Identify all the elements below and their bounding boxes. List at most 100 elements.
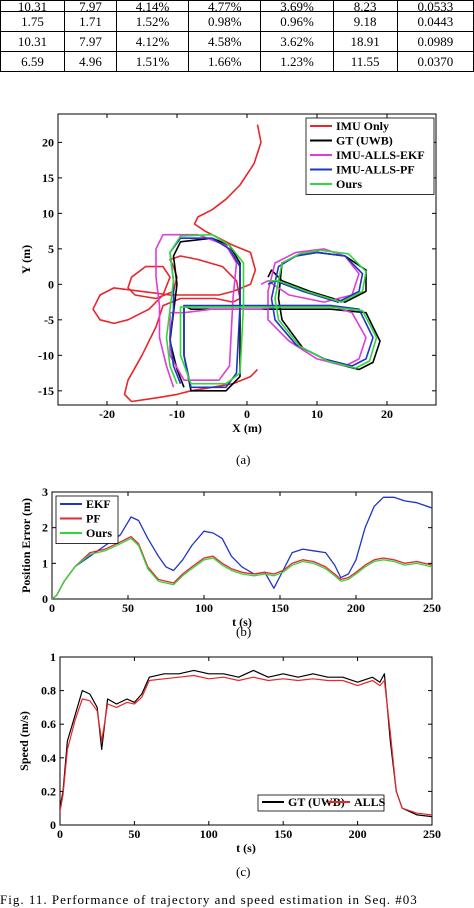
table-cell: 0.0989 <box>396 31 474 52</box>
x-tick-label: 100 <box>195 601 213 615</box>
trajectory-chart: -20 -10 0 10 20 -15 -10 -5 0 5 10 15 20 X (m) Y (m) IMU… <box>19 113 437 435</box>
x-tick-label: 50 <box>128 827 140 841</box>
table-cell: 0.98% <box>188 11 262 32</box>
x-tick-label: 150 <box>274 827 292 841</box>
y-tick-label: 1 <box>42 556 48 570</box>
x-tick-label: 150 <box>271 601 289 615</box>
table-cell: 4.58% <box>188 31 262 52</box>
x-tick-label: 20 <box>381 407 393 421</box>
table-cell: 1.23% <box>260 51 334 72</box>
panel-label-a: (a) <box>236 452 251 467</box>
table-cell: 7.97 <box>64 0 117 12</box>
x-tick-label: 100 <box>200 827 218 841</box>
panel-label-c: (c) <box>236 864 251 879</box>
series-line-ours <box>165 233 378 385</box>
table-cell: 11.55 <box>332 51 398 72</box>
legend-box <box>257 794 385 812</box>
table-row: 1.75 1.71 1.52% 0.98% 0.96% 9.18 0.0443 <box>0 11 474 32</box>
table-cell: 4.77% <box>188 0 262 12</box>
y-tick-label: 20 <box>42 135 54 149</box>
table-cell: 8.23 <box>332 0 398 12</box>
table-cell: 1.71 <box>64 11 117 32</box>
series-line-gt-uwb- <box>60 669 432 818</box>
x-tick-label: 200 <box>347 601 365 615</box>
y-axis-label: Speed (m/s) <box>17 711 31 771</box>
table-cell: 4.96 <box>64 51 117 72</box>
legend-label: GT (UWB) <box>336 134 393 148</box>
x-tick-label: 10 <box>311 407 323 421</box>
y-tick-label: 1 <box>50 650 56 664</box>
y-tick-label: 3 <box>42 485 48 499</box>
series-line-ours <box>52 537 432 599</box>
speed-chart: 0 50 100 150 200 250 0 0.2 0.4 0.6 0.8 1 t (s) Speed … <box>17 650 441 855</box>
y-tick-label: 0.8 <box>41 684 56 698</box>
x-tick-label: 200 <box>349 827 367 841</box>
legend-label: IMU-ALLS-PF <box>336 163 415 177</box>
table-cell: 0.96% <box>260 11 334 32</box>
y-axis-label: Y (m) <box>19 245 33 274</box>
table-cell: 0.0533 <box>396 0 474 12</box>
table-cell: 4.12% <box>115 31 190 52</box>
x-tick-label: 250 <box>423 601 441 615</box>
position-error-chart: 0 50 100 150 200 250 0 1 2 3 t (s) Position Error (… <box>19 485 441 629</box>
table-row: 10.31 7.97 4.14% 4.77% 3.69% 8.23 0.0533 <box>0 0 474 12</box>
y-tick-label: 0.4 <box>41 751 56 765</box>
x-axis-label: X (m) <box>232 421 262 435</box>
x-tick-label: 0 <box>49 601 55 615</box>
panel-label-b: (b) <box>236 624 252 639</box>
table-cell: 1.75 <box>0 11 66 32</box>
table-cell: 6.59 <box>0 51 66 72</box>
y-axis-label: Position Error (m) <box>19 498 33 593</box>
x-tick-label: 0 <box>57 827 63 841</box>
x-tick-label: -10 <box>169 407 185 421</box>
table-cell: 10.31 <box>0 31 66 52</box>
x-tick-label: 0 <box>244 407 250 421</box>
y-tick-label: 0.2 <box>41 784 56 798</box>
table-cell: 9.18 <box>332 11 398 32</box>
legend: GT (UWB) ALLS <box>257 794 386 812</box>
y-tick-label: 15 <box>42 171 54 185</box>
results-table: 10.31 7.97 4.14% 4.77% 3.69% 8.23 0.0533 1.75 1.… <box>0 0 474 72</box>
table-cell: 10.31 <box>0 0 66 12</box>
table-cell: 1.52% <box>115 11 190 32</box>
table-cell: 4.14% <box>115 0 190 12</box>
legend-label: ALLS <box>354 795 386 809</box>
legend-label: IMU Only <box>336 119 389 133</box>
legend-label: IMU-ALLS-EKF <box>336 148 425 162</box>
y-tick-label: 0 <box>50 818 56 832</box>
series-line-pf <box>52 535 432 599</box>
x-tick-label: 250 <box>423 827 441 841</box>
table-cell: 0.0370 <box>396 51 474 72</box>
y-tick-label: -15 <box>38 384 54 398</box>
y-tick-label: 10 <box>42 206 54 220</box>
series-line-ekf <box>52 496 432 599</box>
table-cell: 1.51% <box>115 51 190 72</box>
x-tick-label: 50 <box>122 601 134 615</box>
x-tick-label: -20 <box>99 407 115 421</box>
series-line-imu-only <box>92 124 262 403</box>
x-axis-label: t (s) <box>232 615 252 629</box>
table-row: 6.59 4.96 1.51% 1.66% 1.23% 11.55 0.0370 <box>0 51 474 72</box>
legend-label: Ours <box>86 526 112 540</box>
table-cell: 18.91 <box>332 31 398 52</box>
series-line-imu-alls-pf <box>169 237 374 389</box>
table-cell: 1.66% <box>188 51 262 72</box>
x-axis-label: t (s) <box>236 841 256 855</box>
legend-box <box>305 117 435 195</box>
series-line-alls <box>60 674 432 816</box>
y-tick-label: 5 <box>48 242 54 256</box>
legend-label: PF <box>86 512 101 526</box>
y-tick-label: 0 <box>48 277 54 291</box>
figure-caption: Fig. 11. Performance of trajectory and s… <box>0 892 418 907</box>
y-tick-label: 2 <box>42 521 48 535</box>
table-cell: 3.69% <box>260 0 334 12</box>
y-tick-label: 0 <box>42 592 48 606</box>
y-tick-label: -5 <box>44 313 54 327</box>
legend-label: GT (UWB) <box>288 795 345 809</box>
y-tick-label: 0.6 <box>41 717 56 731</box>
table-cell: 3.62% <box>260 31 334 52</box>
table-row: 10.31 7.97 4.12% 4.58% 3.62% 18.91 0.0989 <box>0 31 474 52</box>
table-cell: 7.97 <box>64 31 117 52</box>
